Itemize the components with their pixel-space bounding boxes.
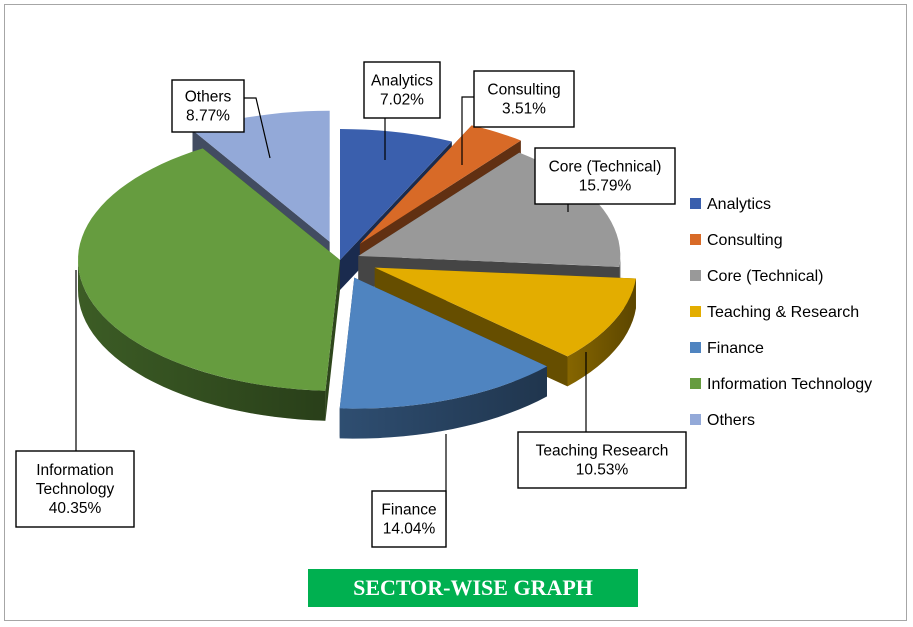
data-label-information-technology: 40.35%: [49, 500, 102, 517]
legend-item-core-technical: Core (Technical): [690, 268, 823, 285]
legend-label: Information Technology: [707, 376, 872, 393]
legend-item-information-technology: Information Technology: [690, 376, 872, 393]
data-label-consulting: 3.51%: [502, 101, 546, 118]
legend-swatch: [690, 414, 701, 425]
legend-swatch: [690, 342, 701, 353]
legend-label: Analytics: [707, 196, 771, 213]
callout-name-information-technology: Technology: [36, 481, 115, 498]
callout-name-teaching-research: Teaching Research: [536, 443, 669, 460]
callout-others: Others 8.77%: [171, 79, 271, 159]
legend-item-others: Others: [690, 412, 755, 429]
chart-title-banner: SECTOR-WISE GRAPH: [308, 569, 638, 607]
legend-swatch: [690, 270, 701, 281]
callout-name-information-technology: Information: [36, 462, 114, 479]
legend-item-finance: Finance: [690, 340, 764, 357]
pie-slice-finance: [339, 277, 547, 439]
callout-name-others: Others: [185, 89, 232, 106]
callout-core-technical: Core (Technical) 15.79%: [534, 147, 676, 212]
legend-label: Core (Technical): [707, 268, 823, 285]
legend-item-analytics: Analytics: [690, 196, 771, 213]
callout-name-analytics: Analytics: [371, 73, 433, 90]
legend-label: Others: [707, 412, 755, 429]
callout-analytics: Analytics 7.02%: [363, 61, 441, 160]
data-label-teaching-research: 10.53%: [576, 462, 629, 479]
callout-teaching-research: Teaching Research 10.53%: [517, 352, 687, 489]
legend-label: Consulting: [707, 232, 783, 249]
callout-name-core-technical: Core (Technical): [549, 159, 662, 176]
callout-name-consulting: Consulting: [487, 82, 560, 99]
legend-swatch: [690, 306, 701, 317]
data-label-core-technical: 15.79%: [579, 178, 632, 195]
callout-name-finance: Finance: [381, 502, 436, 519]
data-label-others: 8.77%: [186, 108, 230, 125]
callout-information-technology: Information Technology 40.35%: [15, 270, 135, 528]
legend-swatch: [690, 378, 701, 389]
legend-swatch: [690, 198, 701, 209]
callout-consulting: Consulting 3.51%: [461, 70, 575, 165]
legend-item-teaching-research: Teaching & Research: [690, 304, 859, 321]
legend-item-consulting: Consulting: [690, 232, 783, 249]
legend-swatch: [690, 234, 701, 245]
legend-label: Finance: [707, 340, 764, 357]
pie-slice-information-technology: [78, 148, 340, 421]
legend-label: Teaching & Research: [707, 304, 859, 321]
data-label-finance: 14.04%: [383, 521, 436, 538]
data-label-analytics: 7.02%: [380, 92, 424, 109]
callout-finance: Finance 14.04%: [371, 434, 447, 548]
